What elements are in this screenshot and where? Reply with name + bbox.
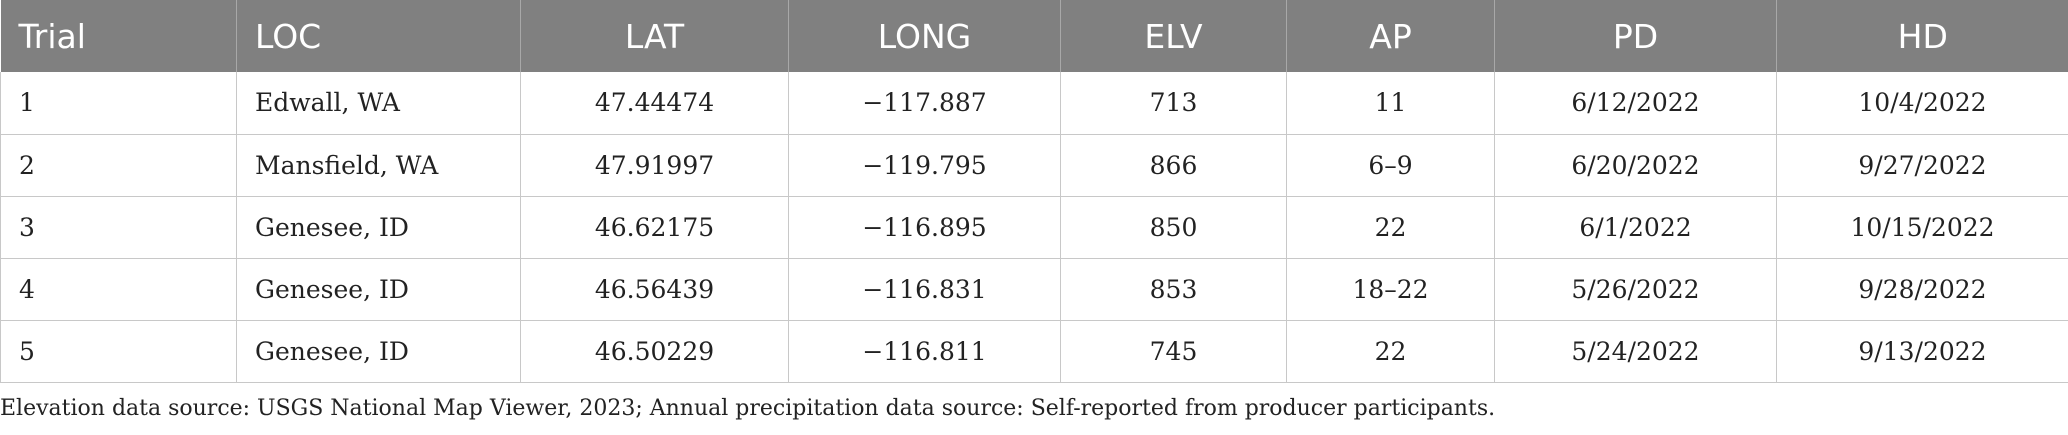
header-lat: LAT — [520, 0, 789, 72]
cell-lat: 47.44474 — [520, 72, 789, 135]
cell-long: −116.811 — [788, 320, 1061, 383]
cell-hd: 9/27/2022 — [1776, 134, 2068, 197]
cell-long: −117.887 — [788, 72, 1061, 135]
header-row: Trial LOC LAT LONG ELV AP PD HD — [0, 0, 2068, 72]
cell-pd: 5/26/2022 — [1494, 258, 1777, 321]
cell-ap: 6–9 — [1286, 134, 1495, 197]
cell-pd: 6/1/2022 — [1494, 196, 1777, 259]
cell-elv: 866 — [1060, 134, 1287, 197]
table-row: 4 Genesee, ID 46.56439 −116.831 853 18–2… — [0, 258, 2068, 321]
trial-sites-table: Trial LOC LAT LONG ELV AP PD HD 1 Edwall… — [0, 0, 2068, 383]
cell-elv: 850 — [1060, 196, 1287, 259]
header-ap: AP — [1286, 0, 1495, 72]
header-trial: Trial — [0, 0, 237, 72]
cell-ap: 11 — [1286, 72, 1495, 135]
table-row: 5 Genesee, ID 46.50229 −116.811 745 22 5… — [0, 320, 2068, 383]
cell-long: −116.831 — [788, 258, 1061, 321]
cell-trial: 4 — [0, 258, 237, 321]
cell-trial: 2 — [0, 134, 237, 197]
header-long: LONG — [788, 0, 1061, 72]
cell-hd: 10/15/2022 — [1776, 196, 2068, 259]
cell-trial: 3 — [0, 196, 237, 259]
cell-lat: 46.56439 — [520, 258, 789, 321]
cell-pd: 6/12/2022 — [1494, 72, 1777, 135]
table-row: 2 Mansfield, WA 47.91997 −119.795 866 6–… — [0, 134, 2068, 197]
cell-lat: 46.62175 — [520, 196, 789, 259]
cell-hd: 10/4/2022 — [1776, 72, 2068, 135]
cell-lat: 46.50229 — [520, 320, 789, 383]
cell-elv: 745 — [1060, 320, 1287, 383]
cell-hd: 9/13/2022 — [1776, 320, 2068, 383]
table-row: 3 Genesee, ID 46.62175 −116.895 850 22 6… — [0, 196, 2068, 259]
cell-trial: 5 — [0, 320, 237, 383]
cell-loc: Genesee, ID — [236, 320, 521, 383]
cell-loc: Genesee, ID — [236, 258, 521, 321]
cell-elv: 853 — [1060, 258, 1287, 321]
table-row: 1 Edwall, WA 47.44474 −117.887 713 11 6/… — [0, 72, 2068, 135]
cell-ap: 22 — [1286, 320, 1495, 383]
data-table: Trial LOC LAT LONG ELV AP PD HD 1 Edwall… — [0, 0, 2068, 383]
cell-loc: Genesee, ID — [236, 196, 521, 259]
cell-ap: 22 — [1286, 196, 1495, 259]
cell-trial: 1 — [0, 72, 237, 135]
header-hd: HD — [1897, 16, 1948, 56]
table-footnote: Elevation data source: USGS National Map… — [0, 396, 1496, 421]
cell-hd: 9/28/2022 — [1776, 258, 2068, 321]
header-pd: PD — [1494, 0, 1777, 72]
cell-ap: 18–22 — [1286, 258, 1495, 321]
cell-loc: Mansfield, WA — [236, 134, 521, 197]
cell-long: −116.895 — [788, 196, 1061, 259]
cell-pd: 5/24/2022 — [1494, 320, 1777, 383]
cell-pd: 6/20/2022 — [1494, 134, 1777, 197]
header-loc: LOC — [236, 0, 521, 72]
cell-loc: Edwall, WA — [236, 72, 521, 135]
cell-elv: 713 — [1060, 72, 1287, 135]
cell-long: −119.795 — [788, 134, 1061, 197]
cell-lat: 47.91997 — [520, 134, 789, 197]
header-elv: ELV — [1060, 0, 1287, 72]
